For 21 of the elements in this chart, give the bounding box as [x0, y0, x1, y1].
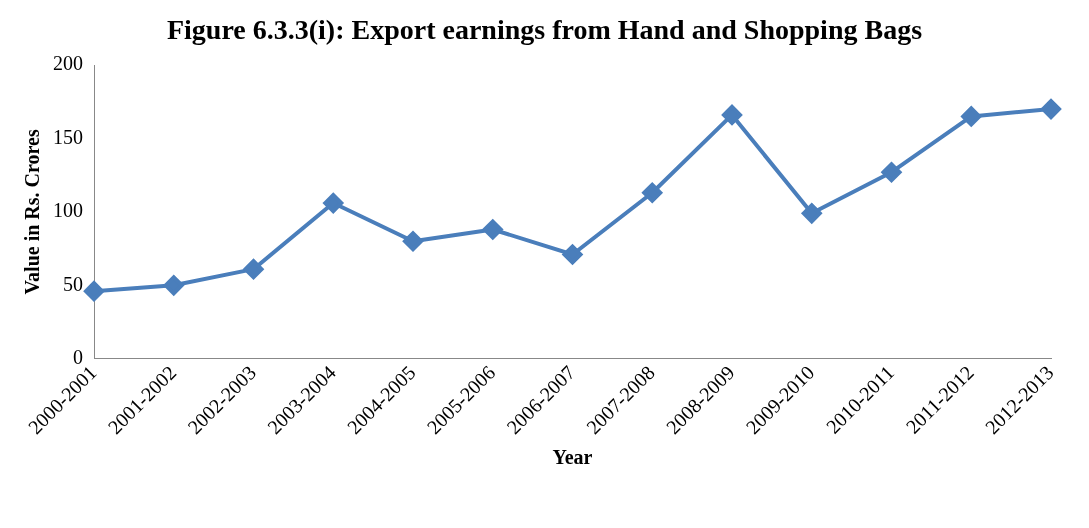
point	[403, 231, 423, 252]
point	[562, 244, 583, 265]
point	[1041, 99, 1061, 120]
y-tick-label: 50	[63, 272, 83, 295]
point	[243, 259, 264, 280]
y-tick-label: 100	[53, 199, 83, 222]
point	[722, 104, 742, 125]
y-tick-label: 150	[53, 125, 83, 148]
y-tick-label: 200	[53, 52, 83, 75]
point	[642, 182, 663, 203]
point	[961, 106, 982, 127]
chart-title: Figure 6.3.3(i): Export earnings from Hand and Shopping Bags	[165, 13, 924, 47]
point	[84, 281, 104, 302]
point	[163, 275, 184, 296]
y-axis-title: Value in Rs. Crores	[21, 129, 44, 295]
point	[323, 193, 344, 214]
x-axis-title: Year	[552, 446, 593, 469]
point	[801, 203, 822, 224]
y-tick-label: 0	[73, 346, 83, 368]
point	[881, 162, 902, 183]
point	[482, 219, 503, 240]
